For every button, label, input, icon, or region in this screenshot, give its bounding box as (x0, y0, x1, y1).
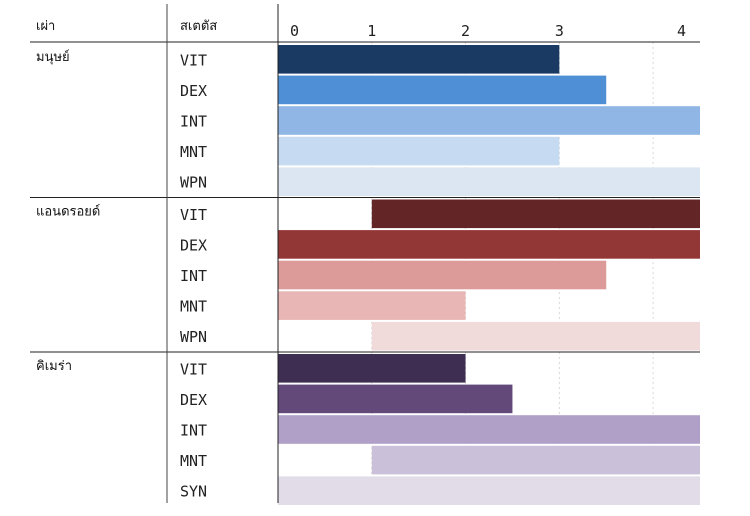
stat-label-2-3: MNT (180, 452, 207, 470)
x-tick-label-2: 2 (461, 22, 470, 40)
header-race: เผ่า (36, 19, 55, 34)
bar-1-int (278, 260, 607, 290)
stat-label-0-1: DEX (180, 82, 207, 100)
stat-label-0-0: VIT (180, 51, 207, 69)
stat-label-2-4: SYN (180, 483, 207, 501)
bar-2-dex (278, 384, 513, 414)
race-label-1: แอนดรอยด์ (36, 204, 100, 220)
race-label-0: มนุษย์ (36, 49, 70, 65)
race-label-2: คิเมร่า (36, 359, 72, 374)
stat-label-1-0: VIT (180, 206, 207, 224)
bar-1-vit (371, 199, 700, 229)
stat-label-1-1: DEX (180, 236, 207, 254)
stat-label-1-4: WPN (180, 328, 207, 346)
bar-0-dex (278, 75, 607, 105)
stat-label-2-2: INT (180, 422, 207, 440)
stat-label-0-3: MNT (180, 143, 207, 161)
x-tick-label-0: 0 (290, 22, 299, 40)
stat-label-0-2: INT (180, 113, 207, 131)
bar-1-wpn (371, 321, 700, 351)
x-tick-label-3: 3 (555, 22, 564, 40)
stat-label-1-3: MNT (180, 298, 207, 316)
x-tick-label-1: 1 (367, 22, 376, 40)
stat-label-0-4: WPN (180, 174, 207, 192)
bar-2-syn (278, 476, 700, 505)
bar-0-wpn (278, 167, 700, 196)
header-stat: สเตตัส (180, 19, 217, 34)
bar-2-int (278, 415, 700, 444)
bar-1-dex (278, 230, 700, 259)
bar-0-mnt (278, 136, 560, 166)
stat-label-2-0: VIT (180, 360, 207, 378)
stat-label-2-1: DEX (180, 391, 207, 409)
bar-0-int (278, 106, 700, 135)
x-tick-label-4: 4 (677, 22, 686, 40)
line-layer (30, 4, 700, 503)
stat-label-1-2: INT (180, 267, 207, 285)
bar-layer (278, 45, 700, 505)
bar-1-mnt (278, 291, 466, 320)
bar-2-mnt (371, 445, 700, 475)
bar-2-vit (278, 354, 466, 383)
text-layer: เผ่า สเตตัส 0 1 2 3 4 มนุษย์ VIT DEX INT MNT WPN แอนด… (36, 19, 686, 501)
bar-0-vit (278, 45, 560, 74)
